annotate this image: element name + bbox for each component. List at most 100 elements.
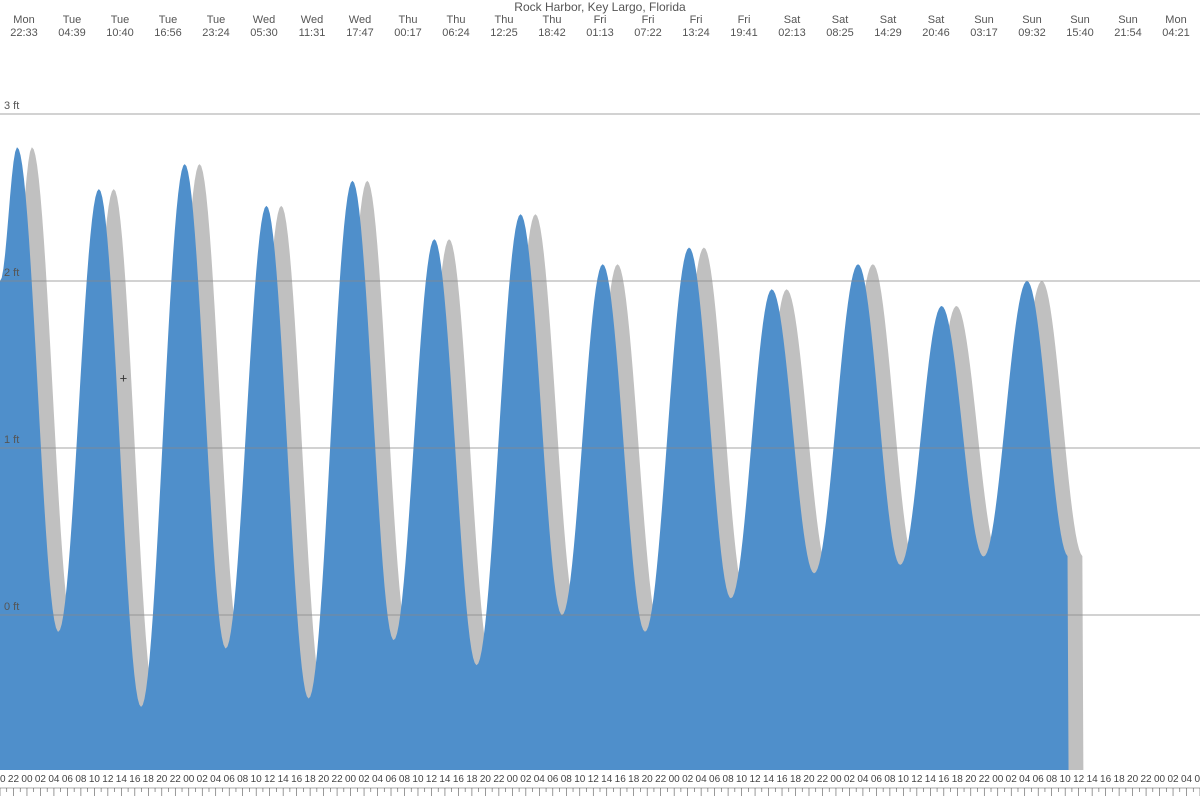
y-tick-label: 1 ft [4, 434, 19, 446]
x-hour-label: 16 [129, 774, 140, 785]
x-hour-label: 18 [466, 774, 477, 785]
x-hour-label: 04 [696, 774, 707, 785]
x-hour-label: 20 [0, 774, 6, 785]
tide-label: Tue04:39 [58, 14, 86, 40]
x-hour-label: 08 [723, 774, 734, 785]
x-hour-label: 00 [669, 774, 680, 785]
x-hour-label: 04 [372, 774, 383, 785]
tide-label: Mon04:21 [1162, 14, 1190, 40]
x-hour-label: 12 [749, 774, 760, 785]
x-hour-label: 22 [493, 774, 504, 785]
x-hour-label: 02 [1167, 774, 1178, 785]
x-hour-label: 00 [183, 774, 194, 785]
tide-label: Sun09:32 [1018, 14, 1046, 40]
x-hour-label: 12 [264, 774, 275, 785]
x-hour-label: 16 [615, 774, 626, 785]
x-hour-label: 16 [291, 774, 302, 785]
x-hour-label: 22 [979, 774, 990, 785]
x-hour-label: 18 [143, 774, 154, 785]
x-hour-label: 18 [790, 774, 801, 785]
x-hour-label: 14 [439, 774, 450, 785]
tide-label: Thu06:24 [442, 14, 470, 40]
x-hour-label: 20 [480, 774, 491, 785]
x-axis-hour-labels: 2022000204060810121416182022000204060810… [0, 774, 1200, 790]
x-hour-label: 22 [817, 774, 828, 785]
x-hour-label: 04 [1181, 774, 1192, 785]
x-hour-label: 20 [642, 774, 653, 785]
y-tick-label: 0 ft [4, 601, 19, 613]
x-hour-label: 04 [48, 774, 59, 785]
x-hour-label: 14 [601, 774, 612, 785]
tide-label: Tue16:56 [154, 14, 182, 40]
x-hour-label: 02 [197, 774, 208, 785]
x-hour-label: 18 [628, 774, 639, 785]
tide-time-labels: Mon22:33 Tue04:39 Tue10:40 Tue16:56 Tue23:24… [0, 14, 1200, 42]
x-hour-label: 10 [89, 774, 100, 785]
tide-label: Thu12:25 [490, 14, 518, 40]
tide-label: Tue23:24 [202, 14, 230, 40]
x-hour-label: 22 [170, 774, 181, 785]
x-hour-label: 08 [75, 774, 86, 785]
tide-label: Sat08:25 [826, 14, 854, 40]
tide-label: Sat02:13 [778, 14, 806, 40]
x-hour-label: 18 [305, 774, 316, 785]
x-hour-label: 22 [655, 774, 666, 785]
x-hour-label: 20 [965, 774, 976, 785]
x-hour-label: 00 [992, 774, 1003, 785]
x-hour-label: 12 [426, 774, 437, 785]
x-hour-label: 00 [345, 774, 356, 785]
x-hour-label: 00 [830, 774, 841, 785]
x-hour-label: 12 [588, 774, 599, 785]
x-hour-label: 22 [1141, 774, 1152, 785]
x-hour-label: 08 [399, 774, 410, 785]
x-hour-label: 16 [453, 774, 464, 785]
x-hour-label: 08 [884, 774, 895, 785]
tide-label: Thu00:17 [394, 14, 422, 40]
x-hour-label: 00 [21, 774, 32, 785]
tide-label: Fri01:13 [586, 14, 614, 40]
y-tick-label: 3 ft [4, 100, 19, 112]
x-hour-label: 00 [507, 774, 518, 785]
x-hour-label: 02 [1006, 774, 1017, 785]
x-hour-label: 22 [8, 774, 19, 785]
tide-label: Wed11:31 [299, 14, 326, 40]
x-hour-label: 06 [385, 774, 396, 785]
tide-label: Sat20:46 [922, 14, 950, 40]
x-hour-label: 20 [803, 774, 814, 785]
x-hour-label: 16 [776, 774, 787, 785]
x-hour-label: 06 [871, 774, 882, 785]
x-hour-label: 04 [1019, 774, 1030, 785]
x-hour-label: 10 [251, 774, 262, 785]
x-hour-label: 04 [210, 774, 221, 785]
x-hour-label: 06 [547, 774, 558, 785]
x-hour-label: 10 [412, 774, 423, 785]
x-hour-label: 06 [1194, 774, 1200, 785]
x-hour-label: 10 [736, 774, 747, 785]
x-hour-label: 14 [763, 774, 774, 785]
cursor-crosshair-icon: + [120, 370, 128, 385]
x-hour-label: 02 [520, 774, 531, 785]
x-hour-label: 18 [1114, 774, 1125, 785]
x-hour-label: 14 [925, 774, 936, 785]
x-hour-label: 08 [1046, 774, 1057, 785]
x-hour-label: 06 [1033, 774, 1044, 785]
tide-label: Fri13:24 [682, 14, 710, 40]
tide-label: Sun03:17 [970, 14, 998, 40]
x-hour-label: 10 [574, 774, 585, 785]
x-hour-label: 02 [358, 774, 369, 785]
x-hour-label: 14 [116, 774, 127, 785]
x-hour-label: 04 [534, 774, 545, 785]
x-hour-label: 12 [102, 774, 113, 785]
x-hour-label: 14 [278, 774, 289, 785]
x-hour-label: 08 [237, 774, 248, 785]
tide-label: Tue10:40 [106, 14, 134, 40]
x-hour-label: 02 [844, 774, 855, 785]
tide-label: Mon22:33 [10, 14, 38, 40]
x-hour-label: 12 [911, 774, 922, 785]
x-hour-label: 02 [35, 774, 46, 785]
x-hour-label: 14 [1087, 774, 1098, 785]
tide-label: Fri07:22 [634, 14, 662, 40]
x-hour-label: 16 [1100, 774, 1111, 785]
plot-area [0, 0, 1200, 800]
x-hour-label: 10 [898, 774, 909, 785]
